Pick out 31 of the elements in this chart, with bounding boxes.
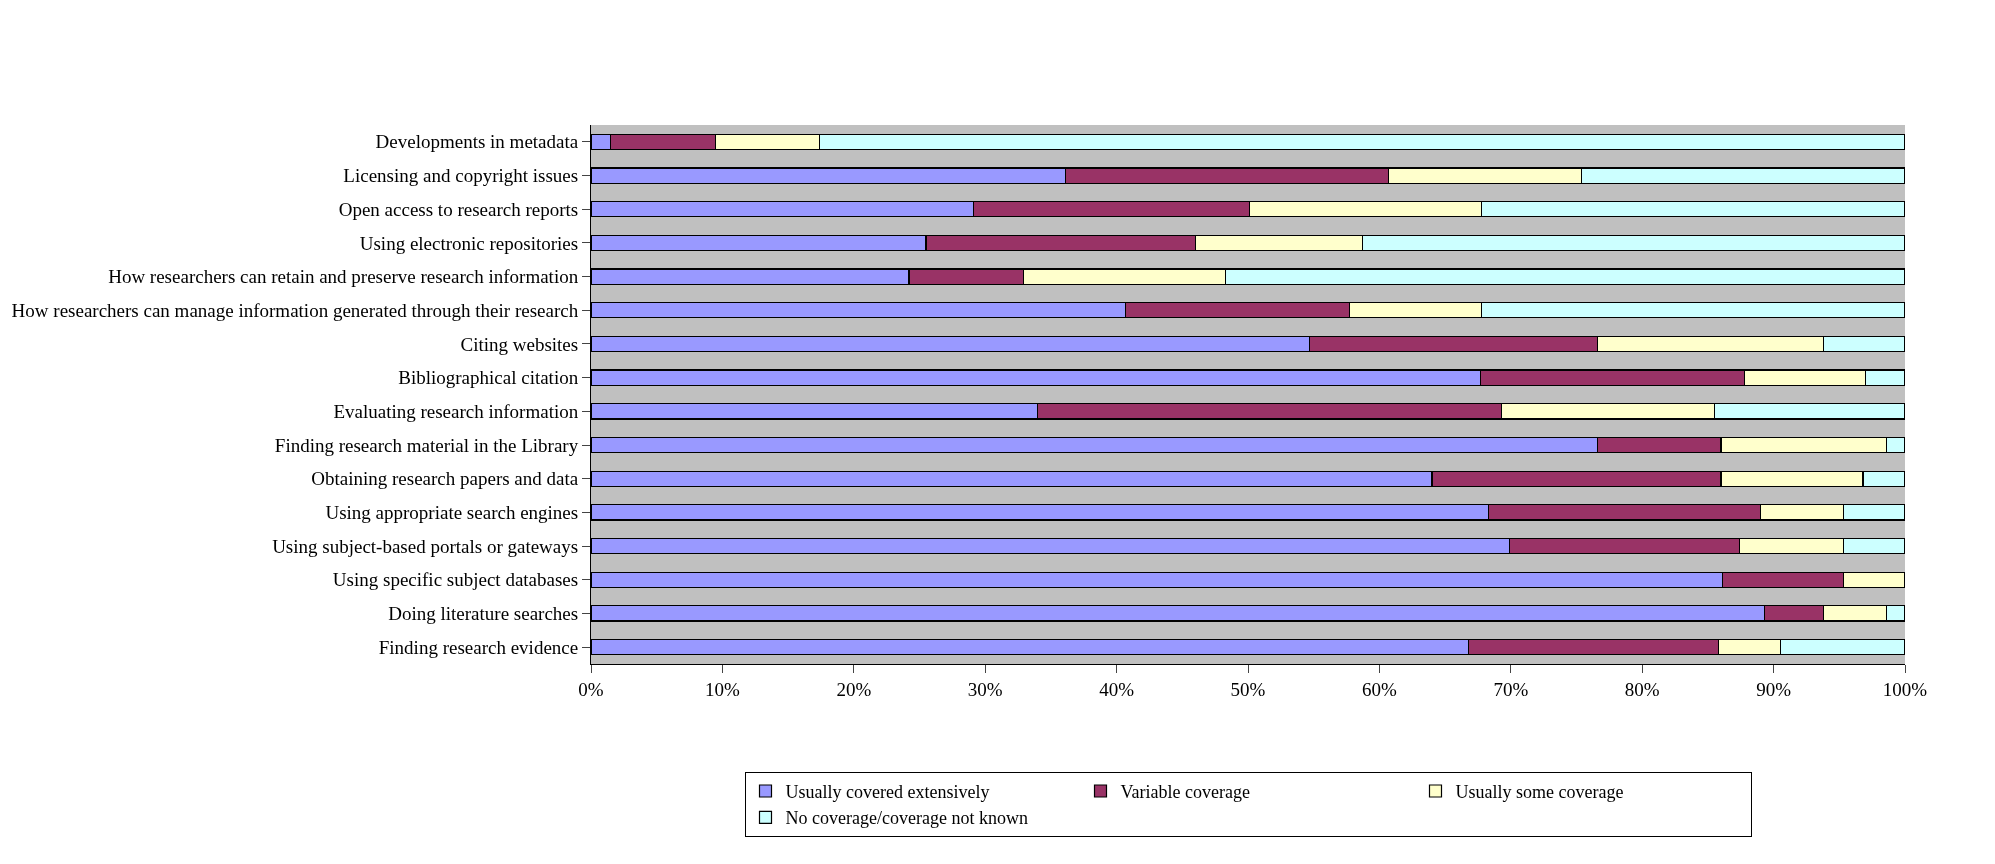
x-tick-label: 100% <box>1882 678 1928 700</box>
x-tick-label: 40% <box>1099 678 1135 700</box>
y-tick-label: Finding research material in the Library <box>274 434 579 456</box>
x-tick-label: 80% <box>1624 678 1660 700</box>
y-tick-label: Finding research evidence <box>378 636 579 658</box>
legend-label: Usually covered extensively <box>785 782 990 803</box>
x-tick-label: 70% <box>1493 678 1529 700</box>
x-tick-label: 20% <box>836 678 872 700</box>
y-tick-label: Doing literature searches <box>388 603 579 625</box>
y-tick-label: How researchers can manage information generated through their research <box>11 299 579 321</box>
y-tick-label: Citing websites <box>460 333 579 355</box>
x-tick-label: 10% <box>704 678 740 700</box>
x-tick-label: 90% <box>1756 678 1792 700</box>
legend-label: Usually some coverage <box>1455 782 1624 803</box>
y-tick-label: Licensing and copyright issues <box>343 165 579 187</box>
y-tick-label: Evaluating research information <box>333 400 579 422</box>
y-tick-label: Bibliographical citation <box>398 367 579 389</box>
y-tick-label: Open access to research reports <box>338 198 579 220</box>
x-tick-label: 60% <box>1361 678 1397 700</box>
x-tick-label: 0% <box>578 678 604 700</box>
legend-label: Variable coverage <box>1120 782 1250 803</box>
y-tick-label: Using electronic repositories <box>359 232 579 254</box>
y-tick-label: Developments in metadata <box>375 131 579 153</box>
x-tick-label: 30% <box>967 678 1003 700</box>
y-tick-label: How researchers can retain and preserve research information <box>108 266 579 288</box>
legend-label: No coverage/coverage not known <box>785 808 1028 829</box>
y-tick-label: Obtaining research papers and data <box>311 468 579 490</box>
y-tick-label: Using subject-based portals or gateways <box>272 535 579 557</box>
y-tick-label: Using specific subject databases <box>332 569 579 591</box>
y-tick-label: Using appropriate search engines <box>325 502 579 524</box>
x-tick-label: 50% <box>1230 678 1266 700</box>
